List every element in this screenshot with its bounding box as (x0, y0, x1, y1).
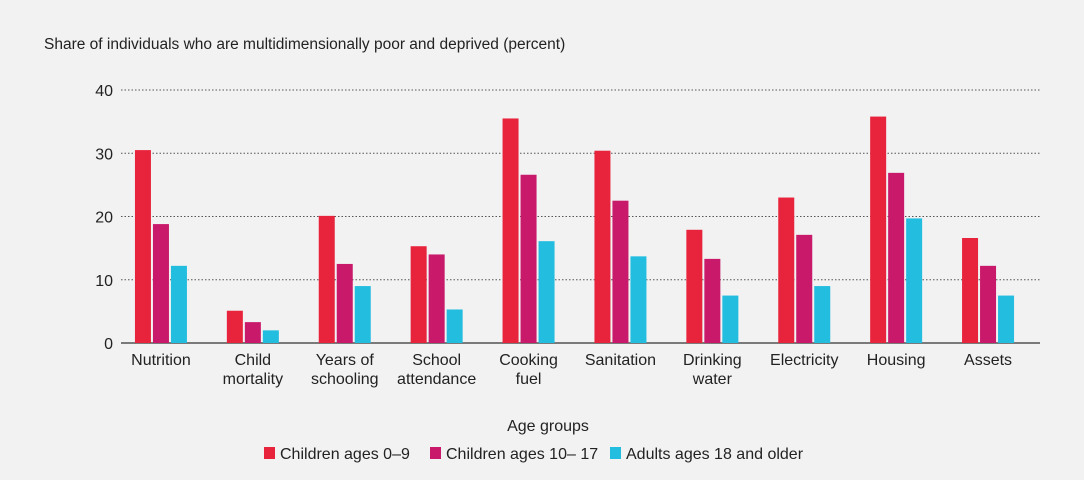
x-tick-label-7: Drinking water (683, 352, 742, 388)
legend-label-3: Adults ages 18 and older (626, 446, 804, 463)
x-tick-label-6: Sanitation (585, 352, 656, 369)
legend-label-1: Children ages 0–9 (280, 446, 410, 463)
y-tick-label-10: 10 (95, 273, 113, 290)
bar-1-10 (962, 238, 979, 343)
bar-3-1 (170, 265, 187, 343)
x-tick-label-1: Nutrition (131, 352, 191, 369)
chart-title: Share of individuals who are multidimens… (44, 36, 566, 53)
bar-3-2 (262, 330, 279, 343)
bar-2-2 (244, 322, 261, 343)
legend-label-2: Children ages 10– 17 (446, 446, 598, 463)
bar-3-10 (998, 295, 1015, 343)
bar-2-7 (704, 258, 721, 343)
x-tick-label-3: Years of schooling (311, 352, 379, 388)
bar-2-8 (796, 234, 813, 343)
x-tick-label-8: Electricity (770, 352, 838, 369)
bar-1-6 (594, 150, 611, 343)
y-tick-label-20: 20 (95, 210, 113, 227)
bar-1-9 (870, 116, 887, 343)
bar-1-7 (686, 229, 703, 343)
bar-2-10 (980, 265, 997, 343)
bar-2-9 (888, 172, 905, 343)
bar-1-8 (778, 197, 795, 343)
bar-1-1 (134, 150, 151, 343)
bar-2-5 (520, 174, 537, 343)
x-axis-title: Age groups (507, 418, 589, 435)
y-tick-label-30: 30 (95, 146, 113, 163)
bar-3-4 (446, 309, 463, 343)
bar-3-9 (906, 218, 923, 343)
x-tick-label-5: Cooking fuel (499, 352, 558, 388)
legend-swatch-3 (610, 447, 621, 459)
bar-3-7 (722, 295, 739, 343)
bar-3-3 (354, 286, 371, 343)
bar-1-2 (226, 310, 243, 343)
y-tick-label-0: 0 (104, 336, 113, 353)
x-tick-label-4: School attendance (397, 352, 476, 388)
bar-2-1 (152, 224, 169, 343)
bar-2-6 (612, 200, 629, 343)
x-tick-label-9: Housing (867, 352, 926, 369)
legend-swatch-2 (430, 447, 441, 459)
legend-swatch-1 (264, 447, 275, 459)
bar-1-3 (318, 215, 335, 343)
bar-1-4 (410, 246, 427, 343)
bar-1-5 (502, 118, 519, 344)
bar-3-8 (814, 286, 831, 343)
bar-3-5 (538, 241, 555, 343)
x-tick-label-2: Child mortality (223, 352, 283, 388)
bar-3-6 (630, 256, 647, 343)
bar-2-4 (428, 254, 445, 343)
bar-2-3 (336, 263, 353, 343)
x-tick-label-10: Assets (964, 352, 1012, 369)
y-tick-label-40: 40 (95, 83, 113, 100)
